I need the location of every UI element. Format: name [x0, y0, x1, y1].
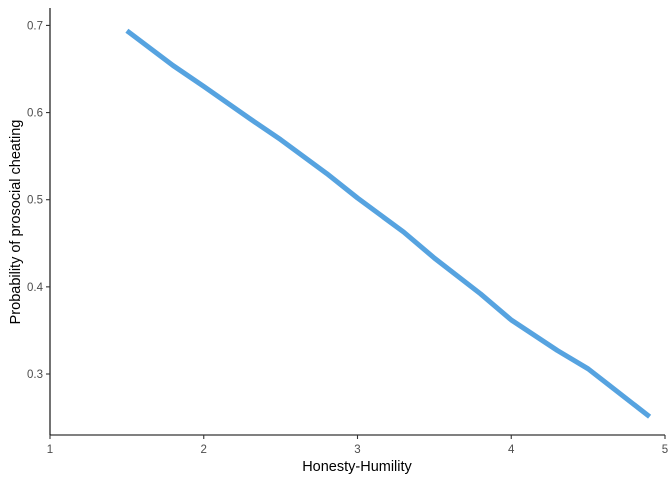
- x-tick-label: 2: [201, 444, 207, 456]
- y-tick-label: 0.3: [27, 369, 43, 381]
- y-tick-label: 0.7: [27, 20, 43, 32]
- y-ticks: 0.3 0.4 0.5 0.6 0.7: [27, 20, 50, 381]
- series-layer: [125, 28, 652, 419]
- y-tick-label: 0.6: [27, 108, 43, 120]
- x-tick-label: 3: [354, 444, 360, 456]
- x-ticks: 1 2 3 4 5: [47, 435, 668, 456]
- x-tick-label: 4: [508, 444, 515, 456]
- y-tick-label: 0.4: [27, 282, 44, 294]
- x-tick-label: 1: [47, 444, 53, 456]
- y-tick-label: 0.5: [27, 195, 43, 207]
- x-tick-label: 5: [662, 444, 668, 456]
- series-line: [125, 28, 652, 419]
- x-axis-title: Honesty-Humility: [302, 459, 412, 475]
- y-axis-title: Probability of prosocial cheating: [8, 120, 24, 325]
